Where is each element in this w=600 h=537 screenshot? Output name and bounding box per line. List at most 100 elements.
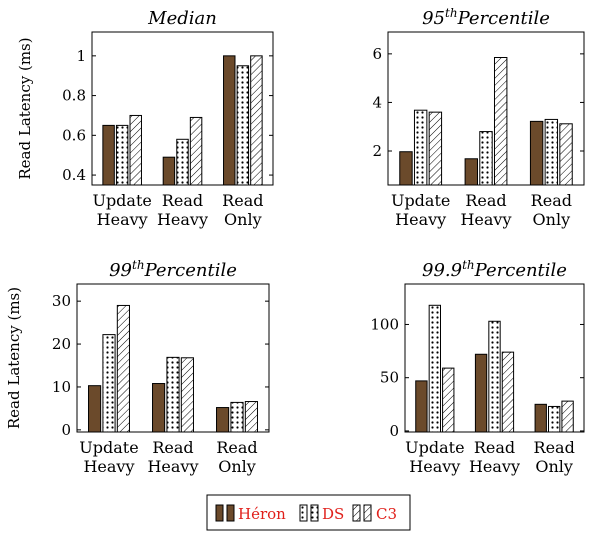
legend-box bbox=[206, 494, 411, 531]
bar-ds-3 bbox=[547, 405, 561, 433]
bar-c3-3 bbox=[250, 55, 263, 186]
panel-4: UpdateHeavyReadHeavyReadOnly05010099.9th… bbox=[370, 258, 585, 476]
category-label: Update bbox=[405, 438, 464, 457]
category-label: Read bbox=[216, 438, 257, 457]
bar-c3-2 bbox=[501, 351, 515, 433]
legend-swatch-c3 bbox=[352, 504, 361, 522]
bar-c3-2 bbox=[493, 57, 508, 186]
bar-heron-1 bbox=[102, 124, 115, 186]
category-label: Heavy bbox=[157, 210, 208, 229]
legend-swatch-ds-2 bbox=[310, 504, 319, 522]
bar-c3-1 bbox=[428, 111, 443, 186]
bar-ds-1 bbox=[115, 124, 129, 186]
y-tick-label: 0.4 bbox=[62, 166, 86, 184]
y-tick-label: 4 bbox=[372, 93, 382, 111]
bar-heron-2 bbox=[464, 158, 479, 186]
legend-label-ds: DS bbox=[322, 505, 344, 523]
y-tick-label: 0.8 bbox=[62, 87, 86, 105]
bar-c3-1 bbox=[116, 304, 130, 433]
bar-heron-1 bbox=[88, 385, 102, 433]
y-tick-label: 0.6 bbox=[62, 126, 86, 144]
bar-heron-3 bbox=[534, 403, 547, 433]
legend-swatch-heron bbox=[215, 504, 224, 522]
y-tick-label: 30 bbox=[52, 292, 71, 310]
y-tick-label: 1 bbox=[76, 47, 86, 65]
legend-label-heron: Héron bbox=[238, 505, 286, 523]
category-label: Heavy bbox=[469, 457, 520, 476]
legend-item-ds: DS bbox=[299, 504, 344, 523]
y-tick-label: 6 bbox=[372, 45, 382, 63]
category-label: Only bbox=[224, 210, 262, 229]
bar-c3-2 bbox=[180, 357, 194, 433]
legend-swatch-ds bbox=[299, 504, 308, 522]
chart-title: Median bbox=[147, 8, 217, 29]
plot-frame bbox=[404, 283, 585, 433]
category-label: Heavy bbox=[147, 457, 198, 476]
bar-ds-3 bbox=[544, 118, 559, 186]
bar-heron-2 bbox=[474, 353, 488, 433]
category-label: Heavy bbox=[83, 457, 134, 476]
chart-title: 99.9thPercentile bbox=[422, 258, 567, 281]
bar-ds-3 bbox=[230, 401, 244, 433]
bar-ds-1 bbox=[428, 304, 442, 433]
bar-ds-1 bbox=[102, 334, 116, 433]
bar-ds-3 bbox=[236, 65, 250, 186]
bar-ds-2 bbox=[176, 138, 189, 186]
legend-item-c3: C3 bbox=[352, 504, 397, 523]
legend-label-c3: C3 bbox=[376, 505, 397, 523]
bar-ds-2 bbox=[488, 320, 501, 433]
y-axis-label: Read Latency (ms) bbox=[16, 37, 34, 179]
bar-c3-3 bbox=[561, 400, 574, 433]
bar-heron-1 bbox=[399, 151, 413, 186]
bar-heron-3 bbox=[216, 407, 230, 433]
category-label: Read bbox=[465, 191, 506, 210]
bar-ds-2 bbox=[479, 131, 493, 186]
legend-item-heron: Héron bbox=[215, 504, 286, 523]
category-label: Heavy bbox=[409, 457, 460, 476]
plot-frame bbox=[387, 31, 585, 186]
category-label: Read bbox=[531, 191, 572, 210]
legend: Héron DS C3 bbox=[206, 494, 411, 531]
bar-c3-2 bbox=[189, 116, 203, 186]
bar-heron-1 bbox=[415, 380, 428, 433]
category-label: Only bbox=[218, 457, 256, 476]
category-label: Update bbox=[79, 438, 138, 457]
category-label: Read bbox=[222, 191, 263, 210]
category-label: Read bbox=[152, 438, 193, 457]
category-label: Read bbox=[534, 438, 575, 457]
panel-3: UpdateHeavyReadHeavyReadOnly010203099thP… bbox=[5, 258, 270, 476]
category-label: Heavy bbox=[395, 210, 446, 229]
bar-c3-3 bbox=[559, 123, 573, 186]
plot-frame bbox=[91, 31, 274, 186]
y-axis-label: Read Latency (ms) bbox=[5, 287, 23, 429]
plot-frame bbox=[76, 283, 270, 433]
legend-swatch-heron-2 bbox=[226, 504, 235, 522]
y-tick-label: 50 bbox=[380, 369, 399, 387]
bar-c3-3 bbox=[244, 401, 258, 433]
category-label: Update bbox=[391, 191, 450, 210]
bar-ds-1 bbox=[413, 109, 428, 186]
bar-c3-1 bbox=[129, 114, 142, 186]
y-tick-label: 0 bbox=[61, 421, 71, 439]
bar-ds-2 bbox=[166, 356, 180, 433]
y-tick-label: 10 bbox=[52, 378, 71, 396]
chart-title: 99thPercentile bbox=[109, 258, 237, 281]
category-label: Update bbox=[92, 191, 151, 210]
legend-swatch-c3-2 bbox=[363, 504, 372, 522]
panel-1: UpdateHeavyReadHeavyReadOnly0.40.60.81Me… bbox=[16, 8, 274, 229]
y-tick-label: 2 bbox=[372, 142, 382, 160]
y-tick-label: 0 bbox=[389, 422, 399, 440]
category-label: Heavy bbox=[460, 210, 511, 229]
bar-heron-3 bbox=[529, 120, 544, 186]
bar-heron-2 bbox=[162, 156, 176, 186]
bar-heron-2 bbox=[152, 383, 166, 433]
y-tick-label: 20 bbox=[52, 335, 71, 353]
bar-c3-1 bbox=[442, 367, 455, 433]
category-label: Heavy bbox=[97, 210, 148, 229]
category-label: Read bbox=[162, 191, 203, 210]
category-label: Read bbox=[474, 438, 515, 457]
category-label: Only bbox=[533, 210, 571, 229]
chart-title: 95thPercentile bbox=[422, 6, 550, 29]
bar-heron-3 bbox=[223, 55, 236, 186]
